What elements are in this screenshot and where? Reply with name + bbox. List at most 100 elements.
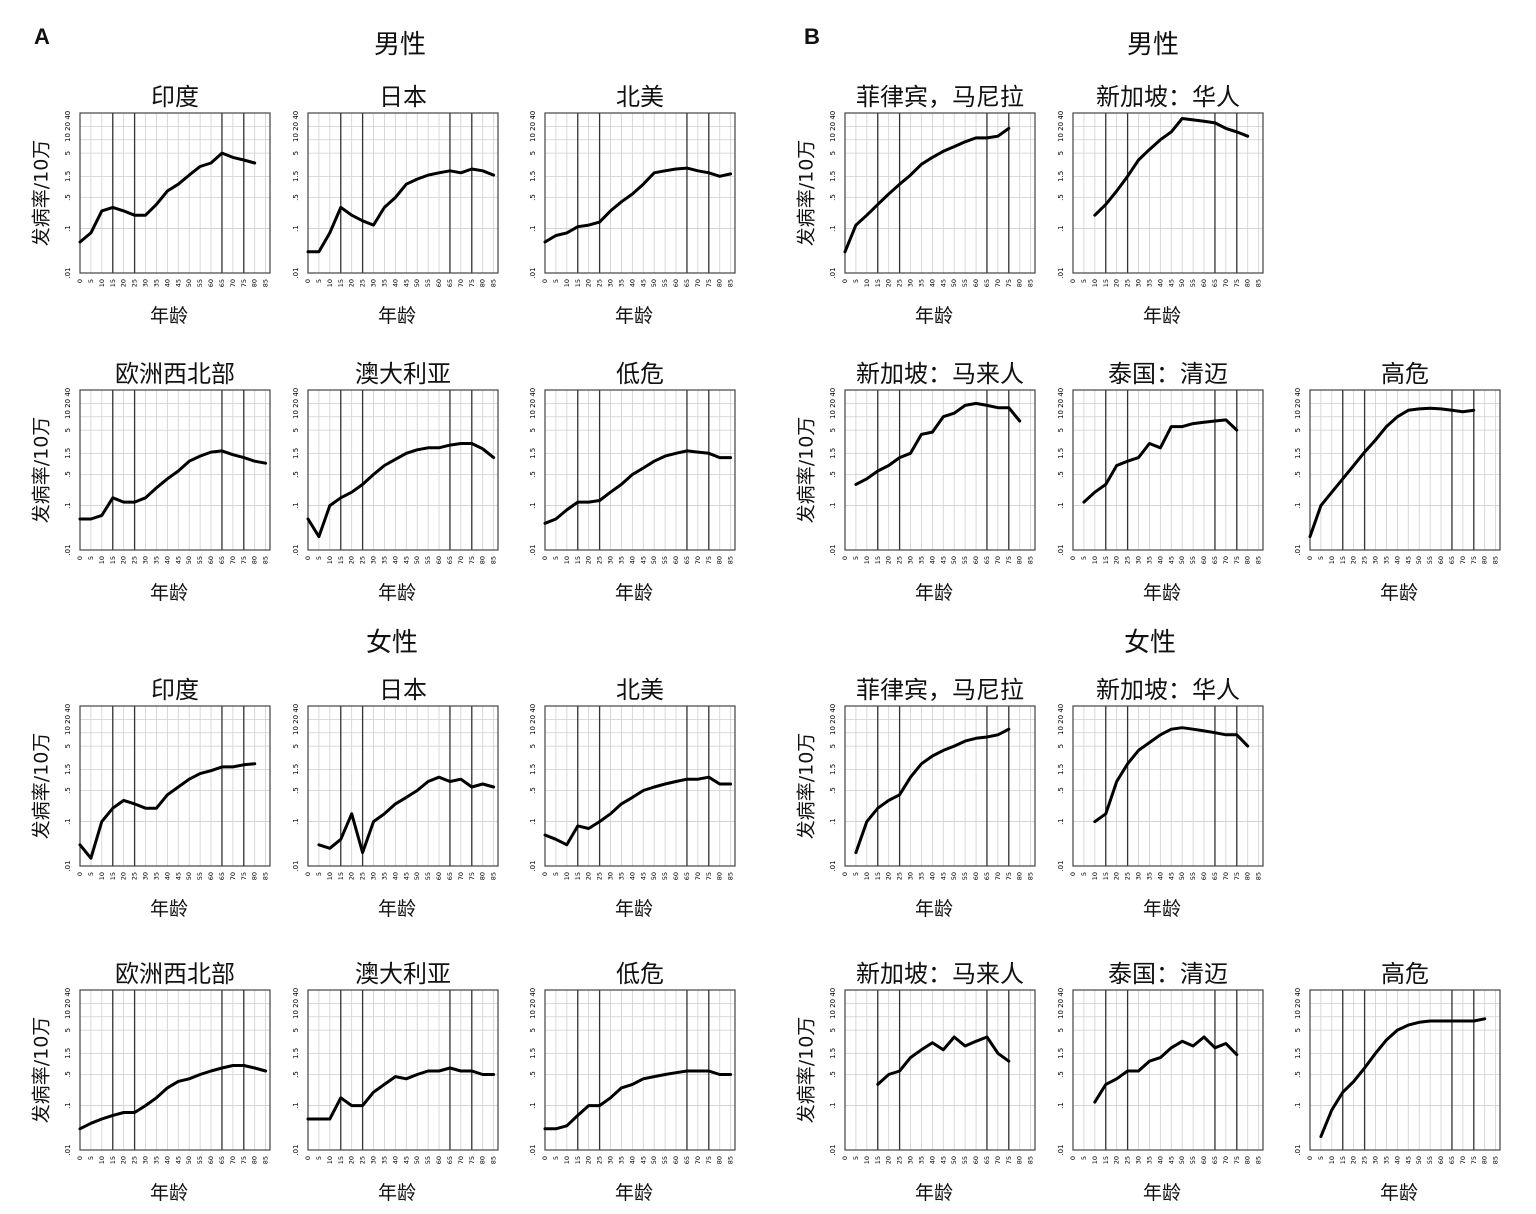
x-tick-label: 85 [1027, 1156, 1035, 1164]
x-tick-label: 55 [661, 556, 669, 564]
x-tick-label: 65 [1211, 1156, 1219, 1164]
y-tick-label: .5 [529, 471, 537, 478]
x-tick-label: 55 [961, 872, 969, 880]
y-tick-label: 10 20 40 [292, 111, 300, 142]
x-tick-label: 80 [1016, 1156, 1024, 1164]
y-tick-label: .5 [292, 471, 300, 478]
series-line [78, 1064, 268, 1131]
y-tick-label: 1.5 [1057, 448, 1065, 459]
chart-title-A-m-nweurope: 欧洲西北部 [115, 360, 235, 388]
x-tick-label: 50 [650, 1156, 658, 1164]
x-tick-label: 5 [1080, 872, 1088, 876]
x-tick-label: 10 [563, 279, 571, 287]
x-tick-label: 25 [896, 872, 904, 880]
x-tick-label: 85 [727, 872, 735, 880]
x-axis-label-B-m-sgchinese: 年龄 [1142, 305, 1182, 327]
x-tick-label: 20 [885, 1156, 893, 1164]
y-tick-label: .1 [529, 225, 537, 232]
x-tick-label: 75 [705, 556, 713, 564]
y-tick-label: .1 [64, 225, 72, 232]
x-tick-label: 50 [1178, 556, 1186, 564]
x-tick-label: 20 [120, 872, 128, 880]
x-tick-label: 75 [1005, 872, 1013, 880]
x-tick-label: 55 [661, 1156, 669, 1164]
x-tick-label: 15 [109, 556, 117, 564]
x-tick-label: 0 [1306, 1156, 1314, 1160]
x-tick-label: 25 [1124, 872, 1132, 880]
y-tick-label: .01 [1294, 1144, 1302, 1155]
x-tick-label: 45 [1404, 1156, 1412, 1164]
plot-frame [1072, 989, 1264, 1151]
y-tick-label: .5 [829, 1071, 837, 1078]
x-tick-label: 85 [1492, 1156, 1500, 1164]
x-tick-label: 30 [1372, 1156, 1380, 1164]
y-tick-label: .1 [529, 502, 537, 509]
x-tick-label: 70 [229, 279, 237, 287]
chart-title-A-f-india: 印度 [151, 676, 199, 704]
sex-title-female-b: 女性 [1123, 628, 1177, 658]
x-tick-label: 5 [852, 279, 860, 283]
y-tick-label: 1.5 [529, 448, 537, 459]
series-line [543, 775, 733, 847]
y-tick-label: .01 [64, 544, 72, 555]
x-tick-label: 10 [1328, 556, 1336, 564]
x-tick-label: 60 [207, 872, 215, 880]
x-tick-label: 35 [917, 556, 925, 564]
x-tick-label: 0 [841, 556, 849, 560]
x-tick-label: 60 [1200, 872, 1208, 880]
x-tick-label: 35 [1145, 556, 1153, 564]
x-tick-label: 40 [628, 872, 636, 880]
sex-title-male-b: 男性 [1126, 30, 1180, 60]
y-tick-label: 5 [1294, 1028, 1302, 1032]
y-tick-label: .1 [1057, 1102, 1065, 1109]
x-tick-label: 30 [907, 556, 915, 564]
x-tick-label: 45 [402, 1156, 410, 1164]
x-tick-label: 0 [304, 279, 312, 283]
x-tick-label: 45 [402, 279, 410, 287]
y-tick-label: 10 20 40 [64, 111, 72, 142]
x-tick-label: 60 [972, 872, 980, 880]
x-tick-label: 35 [380, 872, 388, 880]
x-tick-label: 85 [262, 1156, 270, 1164]
x-tick-label: 30 [142, 279, 150, 287]
chart-title-B-m-highrisk: 高危 [1381, 360, 1429, 388]
y-tick-label: 5 [64, 151, 72, 155]
x-tick-label: 35 [152, 279, 160, 287]
y-tick-label: .5 [292, 194, 300, 201]
x-tick-label: 50 [1415, 1156, 1423, 1164]
y-tick-label: 5 [1057, 744, 1065, 748]
y-tick-label: .01 [529, 1144, 537, 1155]
x-tick-label: 55 [661, 279, 669, 287]
x-tick-label: 55 [961, 1156, 969, 1164]
series-line [543, 166, 733, 244]
x-tick-label: 35 [380, 279, 388, 287]
x-tick-label: 80 [479, 872, 487, 880]
y-tick-label: 5 [1057, 428, 1065, 432]
y-tick-label: .1 [292, 1102, 300, 1109]
grid [844, 112, 1035, 274]
y-tick-label: 1.5 [1057, 1048, 1065, 1059]
x-tick-label: 40 [928, 556, 936, 564]
x-tick-label: 70 [694, 556, 702, 564]
x-tick-label: 0 [304, 1156, 312, 1160]
x-tick-label: 30 [1135, 556, 1143, 564]
plot-frame [307, 389, 499, 551]
x-tick-label: 55 [424, 872, 432, 880]
x-axis-label-A-m-japan: 年龄 [377, 305, 417, 327]
x-tick-label: 65 [683, 279, 691, 287]
plot-frame [844, 112, 1036, 274]
x-tick-label: 60 [207, 279, 215, 287]
x-tick-label: 25 [359, 556, 367, 564]
chart-title-A-f-nweurope: 欧洲西北部 [115, 960, 235, 988]
x-tick-label: 20 [1350, 556, 1358, 564]
x-tick-label: 55 [961, 556, 969, 564]
x-tick-label: 40 [928, 872, 936, 880]
y-tick-label: 5 [1057, 151, 1065, 155]
x-tick-label: 45 [402, 556, 410, 564]
x-tick-label: 0 [76, 1156, 84, 1160]
x-tick-label: 70 [694, 1156, 702, 1164]
